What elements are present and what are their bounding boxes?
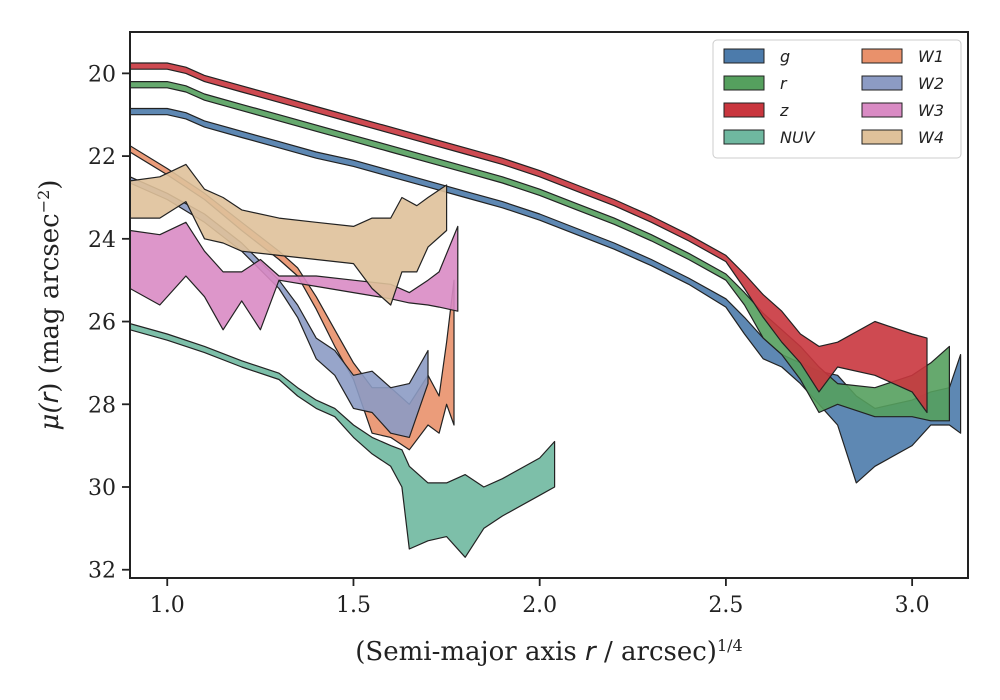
legend-label-r: r — [780, 74, 788, 93]
legend-swatch-nuv — [723, 129, 765, 145]
x-tick-label: 1.5 — [336, 593, 371, 618]
y-tick-label: 26 — [88, 311, 116, 336]
y-tick-label: 20 — [88, 62, 116, 87]
x-tick-label: 3.0 — [895, 593, 930, 618]
y-axis: 20 22 24 26 28 30 32 — [88, 62, 130, 584]
legend-swatch-w3 — [861, 102, 903, 118]
band-w2 — [130, 176, 429, 438]
axes-frame — [129, 31, 969, 579]
x-axis-label: (Semi-major axis r / arcsec)1/4 — [355, 636, 742, 668]
y-tick-label: 22 — [88, 145, 116, 170]
legend-swatch-w2 — [861, 75, 903, 91]
y-tick-label: 24 — [88, 228, 116, 253]
legend-label-w1: W1 — [918, 47, 944, 66]
band-r — [130, 80, 951, 422]
x-tick-label: 1.0 — [150, 593, 185, 618]
legend-box — [712, 39, 962, 159]
legend-label-g: g — [780, 47, 790, 66]
legend-label-nuv: NUV — [780, 128, 816, 147]
y-axis-label: μ(r) (mag arcsec−2) — [34, 180, 66, 431]
legend-label-z: z — [779, 101, 789, 120]
band-g — [130, 107, 962, 484]
legend-swatch-z — [723, 102, 765, 118]
x-axis: 1.0 1.5 2.0 2.5 3.0 — [150, 578, 930, 618]
legend-label-w3: W3 — [918, 101, 944, 120]
legend-swatch-g — [723, 48, 765, 64]
legend-label-w2: W2 — [918, 74, 944, 93]
x-tick-label: 2.0 — [522, 593, 557, 618]
legend-swatch-w1 — [861, 48, 903, 64]
x-tick-label: 2.5 — [708, 593, 743, 618]
y-tick-label: 28 — [88, 393, 116, 418]
legend-swatch-r — [723, 75, 765, 91]
legend-label-w4: W4 — [918, 128, 944, 147]
y-tick-label: 30 — [88, 476, 116, 501]
band-z — [130, 62, 928, 414]
band-w4 — [130, 163, 448, 306]
band-nuv — [130, 323, 556, 558]
legend-swatch-w4 — [861, 129, 903, 145]
band-w3 — [130, 221, 459, 331]
legend: g W1 r W2 z W3 NUV W4 — [712, 39, 962, 159]
y-tick-label: 32 — [88, 559, 116, 584]
plot-area — [130, 62, 962, 558]
